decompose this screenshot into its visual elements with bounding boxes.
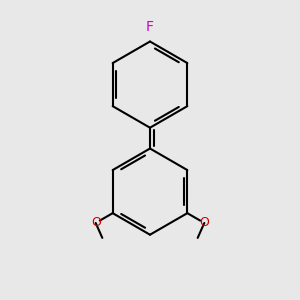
Text: O: O (199, 216, 209, 229)
Text: F: F (146, 20, 154, 34)
Text: O: O (91, 216, 101, 229)
